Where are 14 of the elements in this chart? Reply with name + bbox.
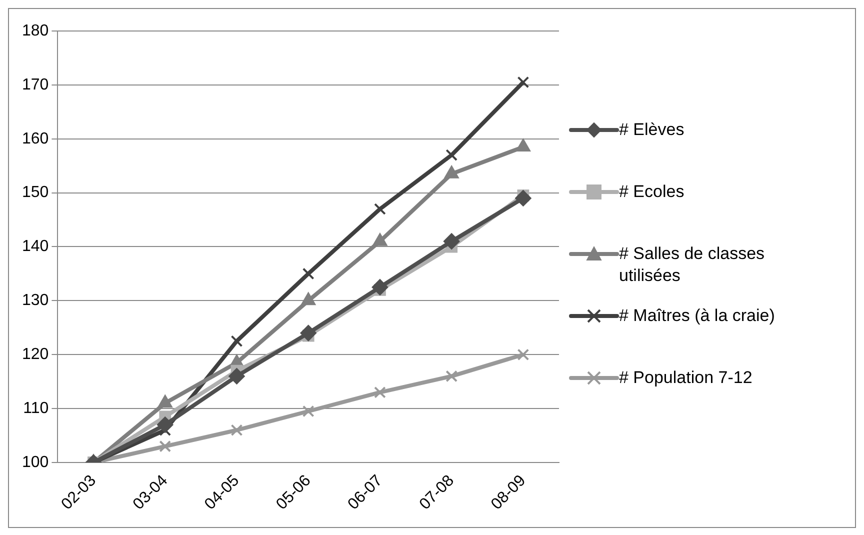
y-tick-label: 160 <box>22 130 49 148</box>
legend-label: # Salles de classes utilisées <box>619 243 766 287</box>
y-tick-label: 150 <box>22 184 49 202</box>
legend-label: # Maîtres (à la craie) <box>619 305 776 327</box>
y-tick-label: 100 <box>22 454 49 471</box>
legend-label: # Ecoles <box>619 181 686 203</box>
y-tick-label: 120 <box>22 346 49 364</box>
y-tick-label: 110 <box>23 400 49 417</box>
legend-label: # Elèves <box>619 119 686 141</box>
legend-label: # Population 7-12 <box>619 367 754 389</box>
y-tick-label: 140 <box>22 238 49 256</box>
y-tick-label: 170 <box>22 76 49 94</box>
y-tick-label: 180 <box>22 22 49 40</box>
y-tick-label: 130 <box>22 292 49 310</box>
